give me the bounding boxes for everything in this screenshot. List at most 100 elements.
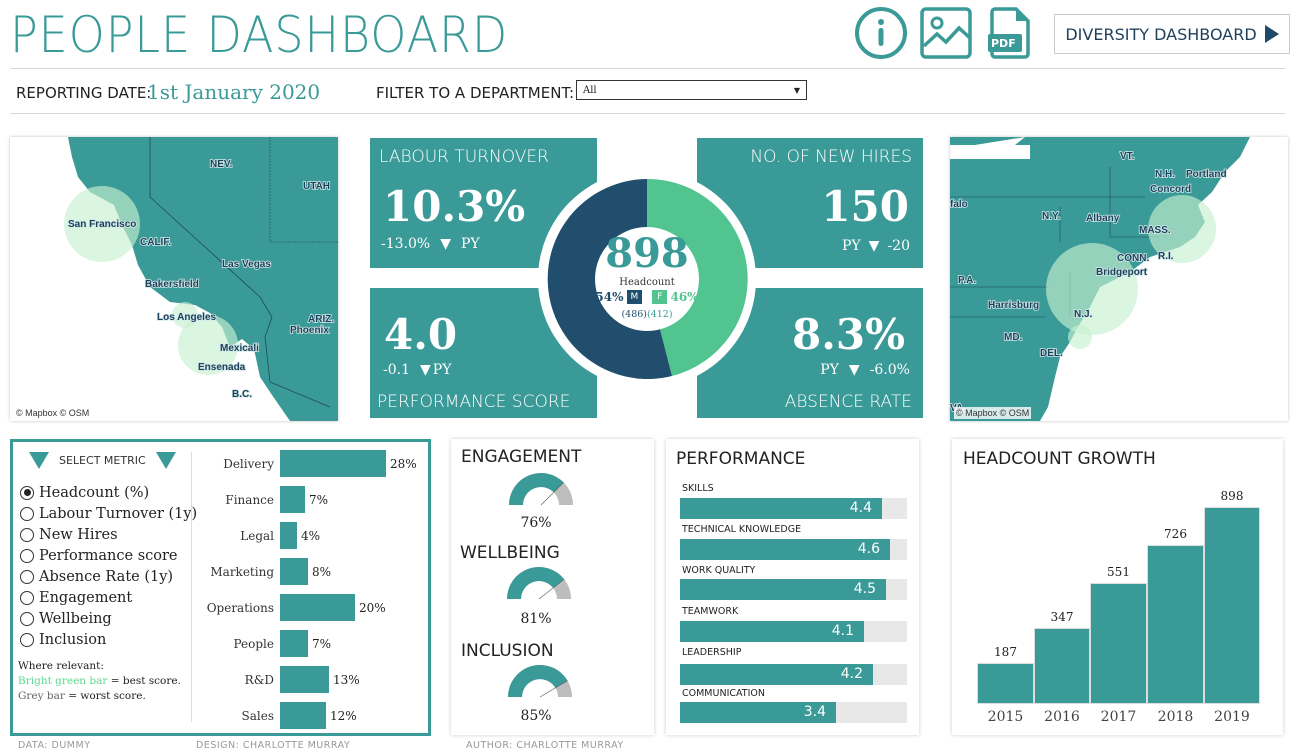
map-label-utah: UTAH [303, 181, 330, 192]
map-label-vt: VT. [1120, 151, 1135, 162]
perf-fill: 4.6 [680, 539, 890, 560]
perf-fill: 4.2 [680, 664, 873, 685]
dept-bar[interactable] [280, 522, 297, 549]
map-west-coast[interactable]: NEV. UTAH San Francisco CALIF. Las Vegas… [10, 137, 338, 421]
kpi-labour-turnover[interactable]: LABOUR TURNOVER 10.3% -13.0% ▼ PY [370, 138, 597, 268]
growth-year: 2016 [1044, 709, 1080, 725]
dept-row-people[interactable]: People 7% [196, 630, 331, 657]
play-arrow-icon [1264, 25, 1279, 43]
radio-icon[interactable] [20, 590, 34, 605]
dept-bar[interactable] [280, 702, 326, 729]
wellbeing-gauge[interactable] [505, 565, 573, 601]
perf-fill: 4.4 [680, 498, 882, 519]
metric-option-absence-rate[interactable]: Absence Rate (1y) [20, 566, 197, 587]
metric-option-label: Labour Turnover (1y) [39, 505, 198, 522]
metric-option-performance-score[interactable]: Performance score [20, 545, 197, 566]
dept-value: 4% [301, 528, 321, 543]
dept-row-legal[interactable]: Legal 4% [196, 522, 320, 549]
map-label-concord: Concord [1150, 184, 1191, 195]
radio-icon[interactable] [20, 611, 34, 626]
map-attribution[interactable]: © Mapbox © OSM [954, 407, 1032, 419]
dept-row-delivery[interactable]: Delivery 28% [196, 450, 417, 477]
panel-divider [191, 452, 192, 722]
growth-bar-2017[interactable] [1090, 583, 1147, 704]
perf-bar-skills[interactable]: 4.4 [680, 498, 907, 519]
dept-bar[interactable] [280, 630, 308, 657]
perf-bar-work-quality[interactable]: 4.5 [680, 579, 907, 600]
gauge-value: 81% [520, 611, 552, 627]
note-green: Bright green bar [18, 675, 108, 687]
triangle-down-icon: ▼ [420, 362, 431, 378]
map-attribution[interactable]: © Mapbox © OSM [14, 407, 92, 419]
dept-row-marketing[interactable]: Marketing 8% [196, 558, 331, 585]
dept-bar[interactable] [280, 450, 386, 477]
map-label-ensenada: Ensenada [198, 362, 246, 373]
perf-bar-leadership[interactable]: 4.2 [680, 664, 907, 685]
metric-option-labour-turnover[interactable]: Labour Turnover (1y) [20, 503, 197, 524]
radio-icon[interactable] [20, 527, 34, 542]
dept-row-rnd[interactable]: R&D 13% [196, 666, 360, 693]
dept-name: Finance [225, 492, 274, 507]
engagement-gauge[interactable] [507, 471, 575, 507]
pdf-icon[interactable]: PDF [988, 6, 1032, 60]
diversity-dashboard-button[interactable]: DIVERSITY DASHBOARD [1054, 14, 1290, 54]
kpi-value: 150 [821, 182, 909, 231]
kpi-value: 4.0 [384, 310, 458, 359]
perf-bar-technical-knowledge[interactable]: 4.6 [680, 539, 907, 560]
image-icon[interactable] [919, 6, 973, 60]
perf-fill: 4.5 [680, 579, 886, 600]
map-label-ariz: ARIZ. [308, 314, 334, 325]
metric-option-new-hires[interactable]: New Hires [20, 524, 197, 545]
pdf-label: PDF [991, 37, 1016, 50]
radio-icon[interactable] [20, 506, 34, 521]
dept-bar[interactable] [280, 594, 355, 621]
gauge-value: 76% [520, 515, 552, 531]
dept-bar[interactable] [280, 486, 305, 513]
perf-label: COMMUNICATION [682, 688, 765, 699]
metric-option-headcount[interactable]: Headcount (%) [20, 482, 197, 503]
perf-bar-communication[interactable]: 3.4 [680, 702, 907, 723]
inclusion-gauge[interactable] [506, 663, 574, 699]
growth-bar-2015[interactable] [977, 663, 1034, 704]
metric-option-engagement[interactable]: Engagement [20, 587, 197, 608]
triangle-down-icon: ▼ [440, 236, 451, 252]
radio-icon[interactable] [20, 569, 34, 584]
metric-note: Where relevant: Bright green bar = best … [18, 659, 181, 704]
kpi-change: -13.0% [381, 236, 431, 252]
map-label-pa: P.A. [958, 275, 976, 286]
triangle-down-icon: ▼ [848, 362, 860, 378]
kpi-change: -0.1 [383, 362, 410, 378]
dept-name: Legal [240, 528, 274, 543]
dept-bar[interactable] [280, 666, 329, 693]
perf-label: LEADERSHIP [682, 647, 742, 658]
note-grey: Grey bar [18, 690, 65, 702]
metric-option-inclusion[interactable]: Inclusion [20, 629, 197, 650]
dept-row-finance[interactable]: Finance 7% [196, 486, 328, 513]
map-label-harrisburg: Harrisburg [988, 300, 1039, 311]
map-label-buffalo: falo [950, 199, 968, 210]
map-east-coast[interactable]: VT. N.H. Portland Concord falo N.Y. Alba… [950, 137, 1288, 421]
map-label-portland: Portland [1186, 169, 1227, 180]
dept-value: 8% [312, 564, 332, 579]
female-count: (412) [647, 309, 673, 320]
growth-bar-2018[interactable] [1147, 545, 1204, 704]
map-label-del: DEL. [1040, 348, 1063, 359]
metric-radio-group: Headcount (%) Labour Turnover (1y) New H… [20, 482, 197, 650]
headcount-donut[interactable]: 898 Headcount 54% M F 46% (486) (412) [537, 168, 757, 390]
dept-bar[interactable] [280, 558, 308, 585]
info-icon[interactable] [854, 6, 908, 60]
dept-row-operations[interactable]: Operations 20% [196, 594, 386, 621]
growth-bar-2019[interactable] [1204, 507, 1260, 704]
metric-option-label: Inclusion [39, 631, 107, 648]
growth-value: 551 [1107, 565, 1130, 579]
perf-bar-teamwork[interactable]: 4.1 [680, 621, 907, 642]
radio-icon[interactable] [20, 632, 34, 647]
kpi-performance-score[interactable]: 4.0 -0.1 ▼ PY PERFORMANCE SCORE [370, 288, 597, 418]
growth-bar-2016[interactable] [1034, 628, 1090, 704]
department-select[interactable]: All ▼ [576, 80, 807, 100]
metric-option-wellbeing[interactable]: Wellbeing [20, 608, 197, 629]
radio-icon[interactable] [20, 548, 34, 563]
perf-fill: 4.1 [680, 621, 864, 642]
dept-row-sales[interactable]: Sales 12% [196, 702, 357, 729]
radio-selected-icon[interactable] [20, 485, 34, 500]
